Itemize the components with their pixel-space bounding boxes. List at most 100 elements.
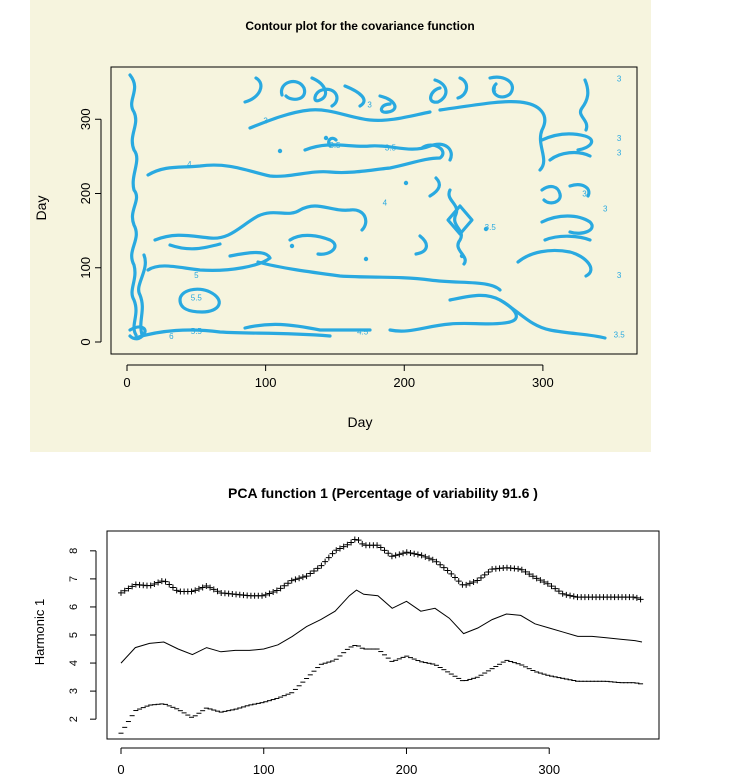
pca-plus-marker xyxy=(333,547,340,554)
contour-line xyxy=(146,250,272,272)
pca-plus-marker xyxy=(452,574,459,581)
contour-line xyxy=(279,79,307,101)
pca-plus-marker xyxy=(329,550,336,557)
pca-x-tick-label: 200 xyxy=(396,762,418,777)
pca-plus-marker xyxy=(570,593,577,600)
pca-plus-marker xyxy=(147,582,154,589)
contour-line xyxy=(128,325,147,341)
contour-line xyxy=(498,298,607,340)
pca-plus-marker xyxy=(277,585,284,592)
contour-level-label: 3 xyxy=(492,86,497,95)
pca-mean-line xyxy=(120,589,643,664)
pca-plus-marker xyxy=(299,574,306,581)
pca-plus-marker xyxy=(481,571,488,578)
contour-level-label: 4 xyxy=(187,160,192,169)
contour-level-label: 5 xyxy=(194,271,199,280)
pca-plus-marker xyxy=(173,587,180,594)
pca-plus-marker xyxy=(440,564,447,571)
pca-plus-marker xyxy=(374,542,381,549)
pca-plus-marker xyxy=(210,586,217,593)
pca-plus-marker xyxy=(292,576,299,583)
pca-plus-marker xyxy=(151,580,158,587)
pca-y-tick-label: 6 xyxy=(68,604,80,610)
pca-plus-marker xyxy=(322,558,329,565)
contour-line xyxy=(153,204,368,242)
contour-x-tick-label: 200 xyxy=(393,375,415,390)
pca-plus-marker xyxy=(388,553,395,560)
contour-level-label: 6 xyxy=(169,332,174,341)
pca-plus-marker xyxy=(270,589,277,596)
contour-level-label: 5.5 xyxy=(191,293,203,302)
contour-line xyxy=(540,184,562,205)
contour-level-label: 3 xyxy=(263,117,268,126)
contour-plot-frame xyxy=(110,66,638,355)
contour-line xyxy=(428,176,441,198)
pca-plus-marker xyxy=(563,591,570,598)
pca-plus-marker xyxy=(285,580,292,587)
pca-plus-marker xyxy=(463,581,470,588)
pca-title: PCA function 1 (Percentage of variabilit… xyxy=(228,485,538,501)
contour-line xyxy=(288,233,337,256)
pca-plus-marker xyxy=(359,540,366,547)
contour-y-tick-label: 200 xyxy=(78,183,93,205)
contour-line xyxy=(146,143,445,178)
pca-x-tick-label: 300 xyxy=(538,762,560,777)
pca-y-tick-label: 8 xyxy=(68,548,80,554)
contour-level-label: 3 xyxy=(617,134,622,143)
contour-line xyxy=(327,136,338,148)
contour-line xyxy=(343,84,366,108)
contour-level-label: 5.5 xyxy=(191,327,203,336)
pca-plus-marker xyxy=(288,577,295,584)
pca-plus-marker xyxy=(533,575,540,582)
pca-plus-marker xyxy=(403,549,410,556)
pca-plus-marker xyxy=(296,575,303,582)
pca-plus-marker xyxy=(466,580,473,587)
pca-x-tick-label: 0 xyxy=(117,762,124,777)
pca-plus-marker xyxy=(314,565,321,572)
pca-plus-marker xyxy=(307,570,314,577)
pca-plus-marker xyxy=(426,555,433,562)
pca-plus-marker xyxy=(199,584,206,591)
contour-line xyxy=(548,150,592,162)
pca-series xyxy=(118,536,644,734)
pca-plus-marker xyxy=(396,551,403,558)
pca-plus-marker xyxy=(348,539,355,546)
pca-plus-marker xyxy=(407,550,414,557)
contour-line xyxy=(137,253,147,337)
pca-plus-marker xyxy=(195,585,202,592)
contour-dot xyxy=(363,256,369,262)
pca-y-tick-label: 7 xyxy=(68,576,80,582)
contour-dot xyxy=(483,226,489,232)
contour-level-label: 3.5 xyxy=(385,143,397,152)
pca-y-label: Harmonic 1 xyxy=(32,599,47,665)
contour-level-label: 4.5 xyxy=(357,328,369,337)
contour-line xyxy=(378,94,397,114)
contour-line xyxy=(447,188,467,266)
pca-plus-marker xyxy=(125,585,132,592)
pca-plus-marker xyxy=(318,562,325,569)
pca-plus-marker xyxy=(169,584,176,591)
contour-level-label: 3.5 xyxy=(329,141,341,150)
contour-line xyxy=(540,132,594,152)
contour-plot: Contour plot for the covariance function… xyxy=(33,19,638,430)
pca-plus-marker xyxy=(162,578,169,585)
contour-line xyxy=(133,328,332,340)
pca-plus-marker xyxy=(567,592,574,599)
contour-line xyxy=(579,78,590,132)
contour-x-tick-label: 100 xyxy=(255,375,277,390)
contour-level-label: 3 xyxy=(617,149,622,158)
contour-line xyxy=(488,75,514,99)
pca-plus-series xyxy=(118,536,644,603)
pca-plus-marker xyxy=(377,544,384,551)
pca-plus-marker xyxy=(630,594,637,601)
pca-plus-marker xyxy=(555,588,562,595)
pca-plus-marker xyxy=(444,567,451,574)
pca-plus-marker xyxy=(437,561,444,568)
pca-plus-marker xyxy=(121,587,128,594)
pca-plus-marker xyxy=(544,580,551,587)
pca-plus-marker xyxy=(411,550,418,557)
contour-level-labels: 3 3 3 3 3 3 3 3 3 3.5 3.5 3.5 3.5 4 4 4.5 5 5.5 5.5 6 xyxy=(169,74,625,341)
pca-plus-marker xyxy=(448,570,455,577)
pca-x-tick-label: 100 xyxy=(253,762,275,777)
